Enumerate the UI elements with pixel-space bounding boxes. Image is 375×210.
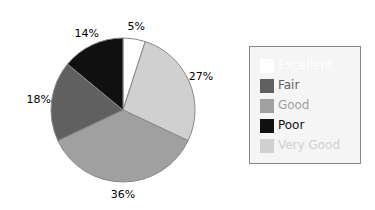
html-text:Good: Good — [277, 98, 310, 112]
svg-text:36%: 36% — [111, 188, 135, 201]
svg-text:5%: 5% — [128, 20, 145, 33]
html-text:Very Good: Very Good — [277, 138, 340, 152]
svg-text:18%: 18% — [26, 93, 50, 106]
html-text:Excellent: Excellent — [277, 58, 333, 72]
svg-text:14%: 14% — [75, 27, 99, 40]
html-text:Fair: Fair — [277, 78, 300, 92]
svg-text:27%: 27% — [189, 70, 213, 83]
html-text:Poor: Poor — [277, 118, 305, 132]
